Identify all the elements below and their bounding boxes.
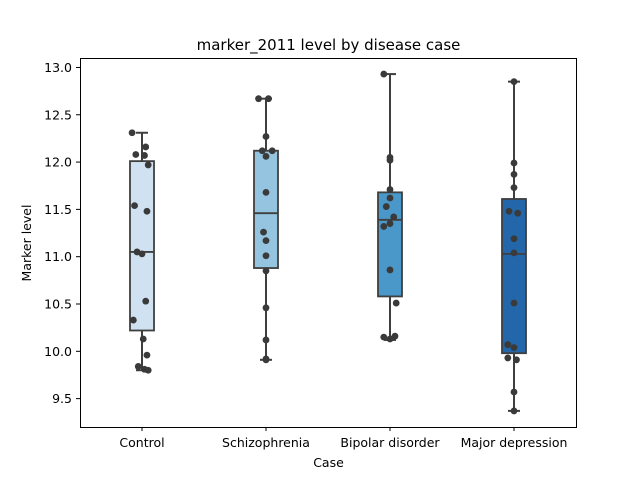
data-point [510,235,518,243]
data-point [504,354,512,362]
x-tick-label: Control [119,435,164,450]
y-tick-label: 11.0 [44,249,72,264]
data-point [260,228,267,236]
data-point [144,366,152,374]
data-point [255,95,262,103]
data-point [390,213,398,221]
y-tick-label: 11.5 [44,202,72,217]
data-point [268,147,276,155]
y-axis-title: Marker level [19,205,34,282]
box-group-2 [377,73,403,341]
x-tick-label: Major depression [461,435,568,450]
data-point [262,133,270,140]
data-point [143,351,151,359]
data-point [380,223,388,230]
data-point [386,156,394,164]
box-group-0 [129,131,155,372]
data-point [386,335,394,343]
data-point [510,344,518,351]
data-point [510,170,518,178]
data-point [144,161,152,169]
swarm-points-1 [255,95,276,364]
data-point [262,336,270,344]
swarm-points-0 [128,129,152,374]
data-point [265,95,272,103]
data-point [505,207,513,215]
data-point [129,316,137,324]
data-point [386,194,394,202]
x-tick-label: Schizophrenia [222,435,310,450]
x-axis-title: Case [313,455,344,470]
box-group-3 [501,80,527,412]
plot-frame [80,58,577,428]
y-axis: 9.5 10.0 10.5 11.0 11.5 12.0 12.5 13.0 [44,60,80,406]
y-tick-label: 10.5 [44,297,72,312]
box-iqr [129,160,155,332]
data-point [143,207,151,215]
box-iqr [501,198,527,355]
data-point [262,252,270,260]
data-point [262,356,270,364]
data-point [510,388,518,396]
data-point [142,143,150,151]
x-axis: Control Schizophrenia Bipolar disorder Majo… [119,427,567,450]
data-point [262,153,270,160]
data-point [134,363,142,370]
data-point [392,299,400,307]
data-point [386,186,394,193]
box-iqr [253,149,279,269]
data-point [262,237,270,245]
y-tick-label: 9.5 [52,391,72,406]
y-tick-label: 12.0 [44,155,72,170]
data-point [258,147,266,155]
data-point [262,304,270,312]
data-point [139,335,147,343]
x-tick-label: Bipolar disorder [340,435,440,450]
plot-area [128,70,527,415]
data-point [510,78,518,86]
data-point [138,250,146,258]
data-point [510,407,518,415]
data-point [132,151,140,158]
data-point [131,202,138,210]
swarm-points-2 [380,70,400,343]
box-iqr [377,191,403,298]
chart-title: marker_2011 level by disease case [197,36,461,55]
data-point [386,220,394,227]
swarm-points-3 [504,78,522,415]
data-point [141,152,148,159]
data-point [380,333,388,341]
y-tick-label: 13.0 [44,60,72,75]
data-point [504,341,512,349]
data-point [513,356,520,364]
data-point [510,184,518,192]
data-point [391,332,399,340]
y-tick-label: 12.5 [44,107,72,122]
data-point [386,266,394,274]
data-point [510,159,518,167]
data-point [514,209,522,217]
data-point [262,188,270,196]
data-point [142,297,150,305]
data-point [510,249,518,257]
data-point [128,129,136,137]
data-point [380,70,388,78]
data-point [510,299,518,307]
data-point [382,203,390,210]
data-point [262,267,270,275]
y-tick-label: 10.0 [44,344,72,359]
